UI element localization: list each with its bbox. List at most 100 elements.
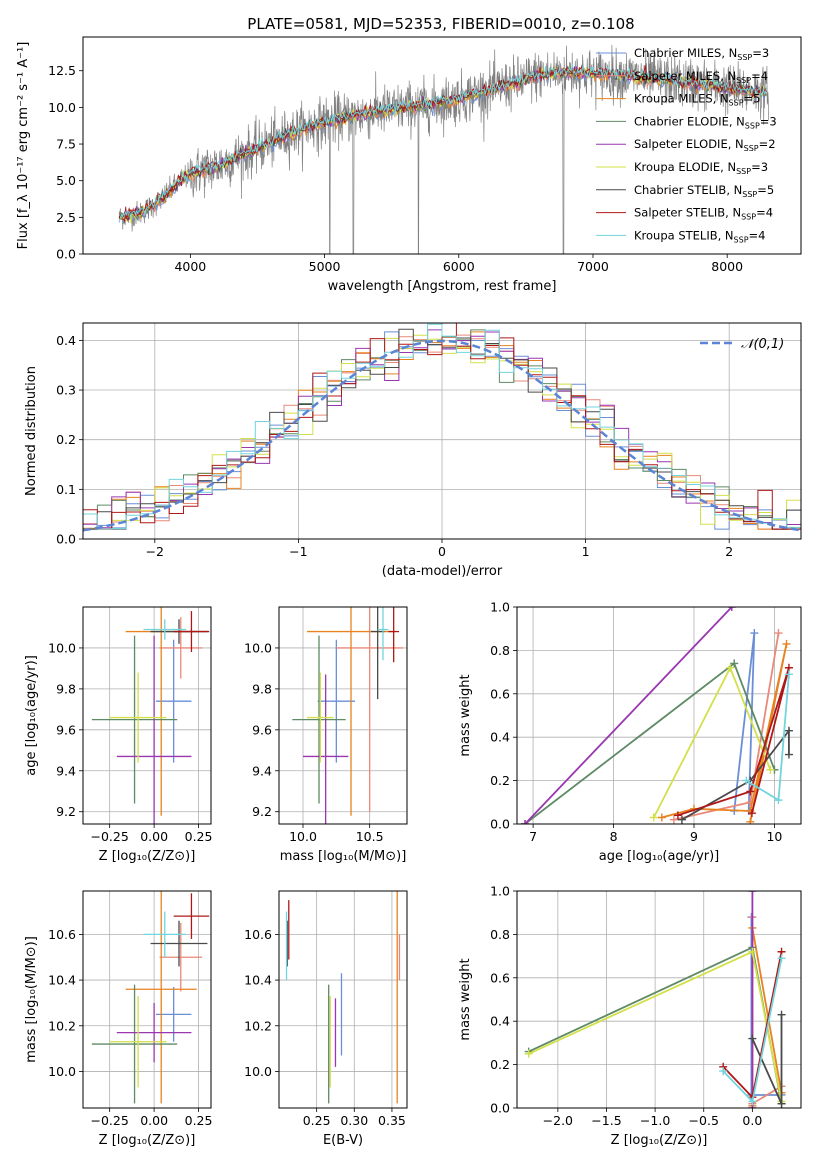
y-axis-label: mass weight [458, 958, 473, 1040]
x-tick-label: 10.0 [289, 829, 317, 844]
y-tick-label: 9.4 [252, 763, 272, 778]
x-tick-label: −1.5 [591, 1113, 621, 1128]
legend-label-chabrier-stelib: Chabrier STELIB, NSSP=5 [634, 183, 774, 199]
x-tick-label: 0.00 [140, 1113, 168, 1128]
weight-marker-kroupa-elodie [726, 663, 735, 672]
weight-line-chabrier-stelib [681, 728, 790, 821]
weight-marker-salpeter-elodie [748, 891, 757, 895]
y-tick-label: 5.0 [56, 173, 76, 188]
x-tick-label: 0.0 [742, 1113, 762, 1128]
y-tick-label: 2.5 [56, 210, 76, 225]
errorbars-mass-Z [91, 891, 210, 1104]
x-axis-label: Z [log₁₀(Z/Z⊙)] [99, 849, 196, 864]
errorbar-salpeter-stelib [388, 607, 399, 663]
y-axis-label: Normed distribution [24, 366, 39, 496]
normal-legend-label: 𝒩(0,1) [741, 337, 784, 352]
spectrum-lines [118, 44, 769, 254]
frame-weight-age [516, 606, 802, 825]
weight-marker-kroupa-stelib [777, 954, 786, 963]
normal-curve [83, 339, 801, 532]
x-tick-label: 1 [582, 544, 590, 559]
x-tick-label: 10 [766, 829, 782, 844]
spectrum-legend: Chabrier MILES, NSSP=3 Salpeter MILES, NS… [596, 46, 777, 244]
y-tick-label: 0.0 [56, 247, 76, 262]
frame-mass-ebv [278, 890, 408, 1109]
weight-marker-salpeter-stelib [673, 811, 682, 820]
x-axis-label: Z [log₁₀(Z/Z⊙)] [99, 1133, 196, 1148]
weight-marker-kroupa-miles [746, 817, 755, 824]
weight-marker-kroupa-miles [657, 813, 666, 822]
x-tick-label: −1.0 [640, 1113, 670, 1128]
frame-mass-Z [82, 890, 212, 1109]
weight-marker-chabrier-stelib [677, 815, 686, 824]
errorbar-chabrier-stelib [150, 920, 208, 967]
y-tick-label: 10.0 [48, 1064, 76, 1079]
y-tick-label: 10.2 [48, 1018, 76, 1033]
y-tick-label: 9.2 [56, 804, 76, 819]
weight-lines-weight-Z [524, 891, 786, 1108]
x-tick-label: 0.00 [140, 829, 168, 844]
errorbar-kroupa-elodie [307, 672, 334, 763]
y-tick-label: 10.2 [244, 1018, 272, 1033]
weight-marker-chabrier-stelib [777, 1010, 786, 1019]
weight-marker-chabrier-stelib [784, 750, 793, 759]
legend-label-kroupa-elodie: Kroupa ELODIE, NSSP=3 [634, 160, 768, 176]
y-tick-label: 0.0 [56, 532, 76, 547]
weight-marker-kroupa-elodie [766, 765, 775, 774]
y-tick-label: 12.5 [48, 63, 76, 78]
x-tick-label: 0.25 [303, 1113, 331, 1128]
y-tick-label: 0.8 [490, 927, 510, 942]
histogram-kroupa-stelib [83, 323, 801, 530]
x-tick-label: −2 [146, 544, 164, 559]
y-axis-label: age [log₁₀(age/yr)] [24, 655, 39, 776]
errorbar-salpeter-stelib [173, 611, 210, 653]
y-axis-label: Flux [f_λ 10⁻¹⁷ erg cm⁻² s⁻¹ A⁻¹] [16, 42, 31, 250]
x-tick-label: −0.25 [91, 1113, 129, 1128]
x-tick-label: 9 [690, 829, 698, 844]
y-tick-label: 0.2 [56, 432, 76, 447]
weight-marker-kroupa-stelib [719, 1067, 728, 1076]
weight-marker-salpeter-miles [774, 629, 783, 638]
y-tick-label: 0.8 [490, 643, 510, 658]
y-tick-label: 10.6 [244, 927, 272, 942]
y-tick-label: 0.4 [56, 333, 76, 348]
errorbar-kroupa-stelib [377, 607, 389, 661]
x-tick-label: 0.25 [185, 829, 213, 844]
y-tick-label: 9.2 [252, 804, 272, 819]
y-tick-label: 9.8 [56, 681, 76, 696]
y-tick-label: 0.0 [490, 1101, 510, 1116]
legend-label-kroupa-miles: Kroupa MILES, NSSP=5 [634, 92, 760, 108]
weight-marker-chabrier-stelib [777, 1099, 786, 1108]
errorbar-kroupa-miles [125, 891, 197, 1104]
errorbars-mass-ebv [285, 891, 401, 1104]
weight-marker-kroupa-elodie [748, 947, 757, 956]
x-tick-label: 8000 [711, 259, 743, 274]
legend-label-salpeter-miles: Salpeter MILES, NSSP=4 [634, 69, 768, 85]
y-tick-label: 9.6 [252, 722, 272, 737]
weight-marker-salpeter-stelib [747, 809, 756, 818]
y-axis-label: mass [log₁₀(M/M⊙)] [24, 936, 39, 1063]
y-tick-label: 10.6 [48, 927, 76, 942]
weight-marker-salpeter-elodie [727, 607, 736, 611]
y-tick-label: 0.0 [490, 817, 510, 832]
weight-marker-kroupa-stelib [742, 776, 751, 785]
x-tick-label: 8 [610, 829, 618, 844]
y-tick-label: 9.8 [252, 681, 272, 696]
weight-marker-kroupa-stelib [748, 1097, 757, 1106]
histograms [83, 323, 801, 532]
y-tick-label: 0.2 [490, 1057, 510, 1072]
frame-residuals [82, 322, 802, 540]
weight-marker-salpeter-miles [669, 815, 678, 824]
weight-line-salpeter-stelib [677, 667, 790, 817]
errorbar-salpeter-miles [159, 922, 203, 992]
errorbar-salpeter-miles [159, 617, 203, 679]
x-tick-label: −2.0 [543, 1113, 573, 1128]
y-tick-label: 1.0 [490, 600, 510, 615]
x-tick-label: −1 [289, 544, 307, 559]
errorbar-salpeter-elodie [303, 674, 349, 824]
errorbar-salpeter-elodie [116, 635, 192, 824]
weight-marker-kroupa-elodie [649, 813, 658, 822]
x-axis-label: wavelength [Angstrom, rest frame] [328, 279, 557, 294]
weight-marker-chabrier-stelib [748, 1034, 757, 1043]
